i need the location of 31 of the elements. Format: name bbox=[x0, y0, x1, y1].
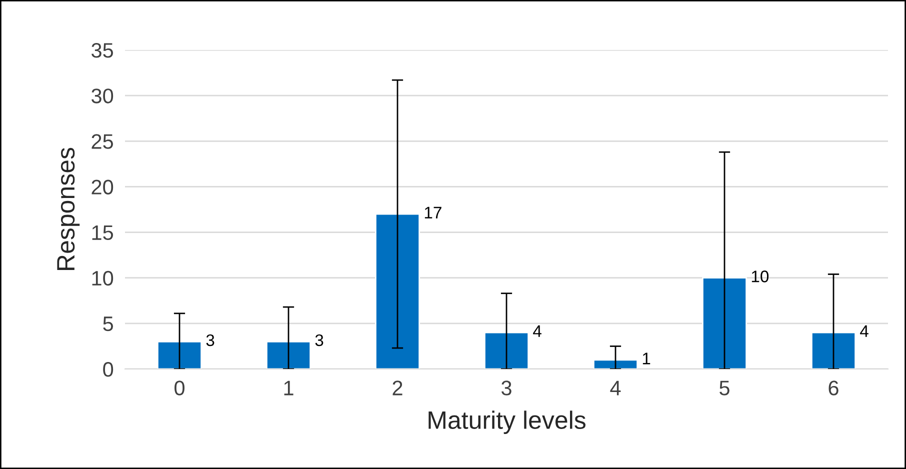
y-tick-label: 30 bbox=[92, 88, 114, 104]
x-tick-label: 4 bbox=[610, 380, 621, 396]
x-tick-label: 3 bbox=[502, 380, 512, 396]
bar bbox=[484, 332, 529, 369]
data-label: 3 bbox=[315, 334, 324, 346]
y-tick-label: 15 bbox=[92, 226, 114, 240]
x-tick-label: 2 bbox=[392, 380, 402, 396]
x-tick-label: 0 bbox=[174, 380, 184, 396]
y-axis-title: Responses bbox=[57, 148, 80, 270]
y-tick-label: 0 bbox=[103, 362, 114, 377]
data-label: 1 bbox=[642, 352, 650, 364]
data-label: 4 bbox=[533, 325, 542, 337]
bar bbox=[266, 340, 311, 369]
y-tick-label: 25 bbox=[92, 134, 114, 149]
data-label: 4 bbox=[860, 325, 868, 337]
bar bbox=[157, 340, 202, 369]
data-label: 3 bbox=[206, 334, 214, 346]
data-label: 17 bbox=[424, 206, 442, 218]
bar bbox=[811, 332, 856, 369]
data-label: 10 bbox=[752, 270, 769, 282]
y-tick-label: 5 bbox=[103, 316, 114, 332]
x-tick-label: 1 bbox=[284, 380, 294, 396]
y-tick-label: 35 bbox=[92, 43, 114, 58]
y-tick-label: 10 bbox=[92, 270, 114, 286]
y-tick-label: 20 bbox=[92, 180, 114, 194]
x-tick-label: 6 bbox=[828, 380, 838, 396]
bar bbox=[375, 213, 420, 369]
bar bbox=[702, 277, 747, 369]
x-axis-title: Maturity levels bbox=[428, 410, 586, 434]
bar bbox=[593, 359, 638, 369]
x-tick-label: 5 bbox=[720, 380, 730, 396]
